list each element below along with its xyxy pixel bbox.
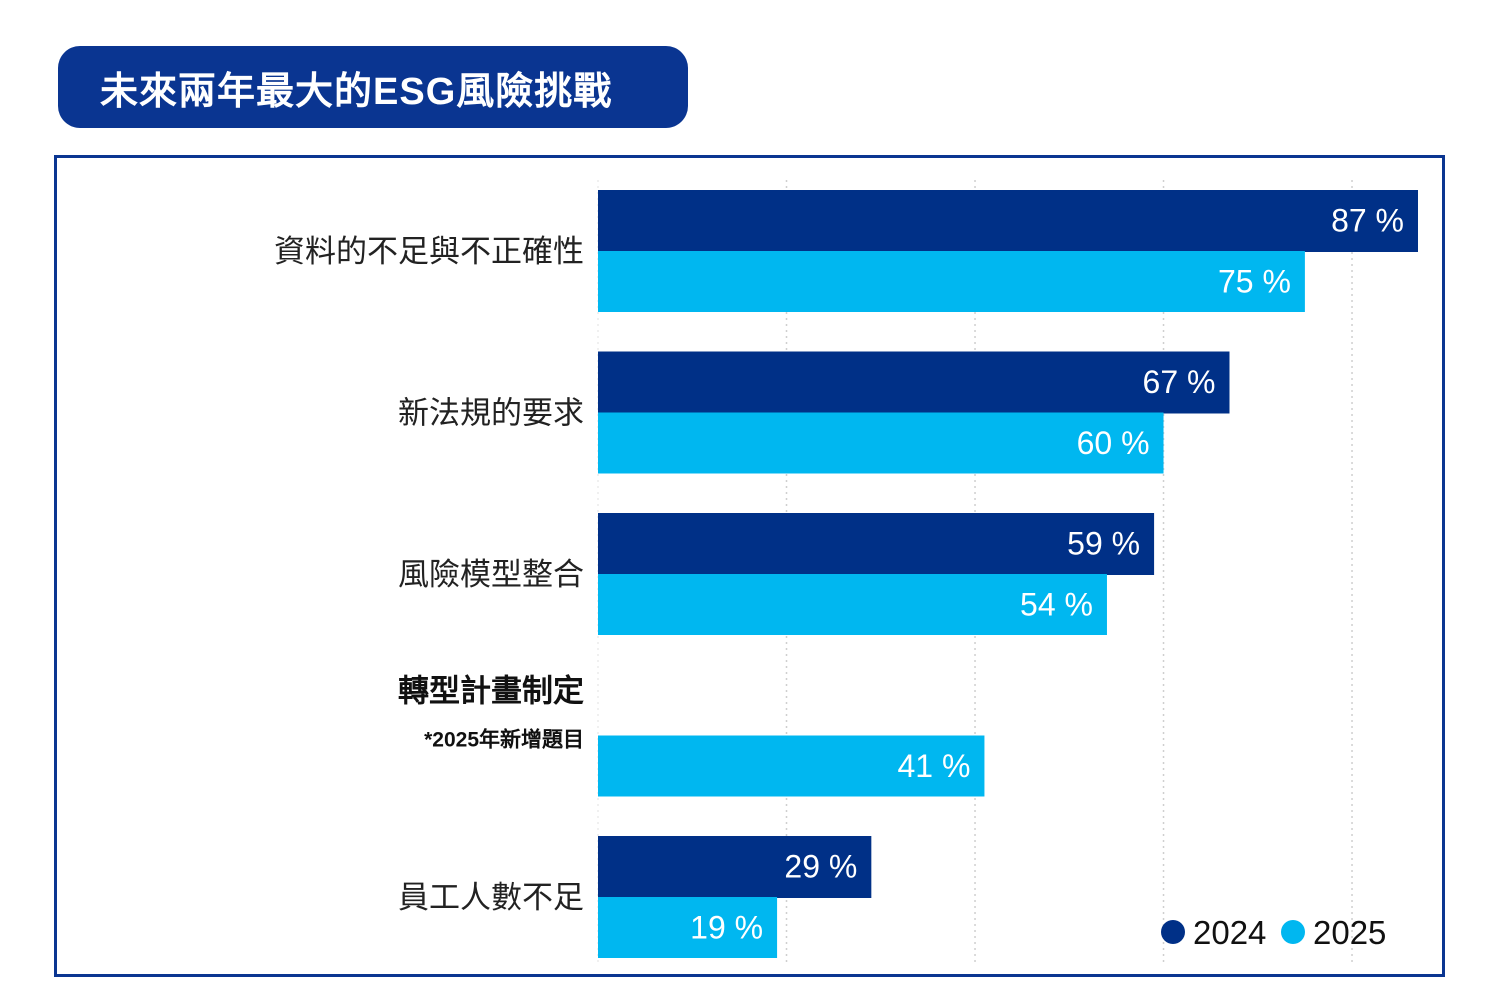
category-label: 資料的不足與不正確性 xyxy=(274,234,584,269)
bar-2024 xyxy=(598,513,1155,575)
legend-marker-2025 xyxy=(1281,920,1305,944)
bar-2024 xyxy=(598,351,1230,414)
category-note: *2025年新增題目 xyxy=(424,728,584,752)
bar-2025 xyxy=(598,574,1107,635)
data-label: 67 % xyxy=(1143,364,1216,400)
chart-title: 未來兩年最大的ESG風險挑戰 xyxy=(58,46,688,128)
bar-2024 xyxy=(598,190,1418,252)
category-label: 新法規的要求 xyxy=(398,396,584,431)
data-label: 29 % xyxy=(784,849,857,885)
legend-label: 2024 xyxy=(1193,914,1266,951)
data-label: 75 % xyxy=(1218,264,1291,300)
legend-label: 2025 xyxy=(1313,914,1386,951)
bar-2025 xyxy=(598,897,778,958)
category-label: 轉型計畫制定 xyxy=(398,674,584,709)
bar-2025 xyxy=(598,735,985,797)
data-label: 60 % xyxy=(1077,425,1150,461)
chart-frame xyxy=(54,155,1445,977)
category-label: 員工人數不足 xyxy=(398,880,584,915)
data-label: 54 % xyxy=(1020,587,1093,623)
bar-2024 xyxy=(598,836,872,898)
bar-2025 xyxy=(598,251,1305,312)
data-label: 87 % xyxy=(1331,203,1404,239)
data-label: 59 % xyxy=(1067,526,1140,562)
data-label: 19 % xyxy=(690,910,763,946)
legend-marker-2024 xyxy=(1161,920,1185,944)
category-label: 風險模型整合 xyxy=(398,557,584,592)
data-label: 41 % xyxy=(897,748,970,784)
bar-2025 xyxy=(598,412,1164,474)
